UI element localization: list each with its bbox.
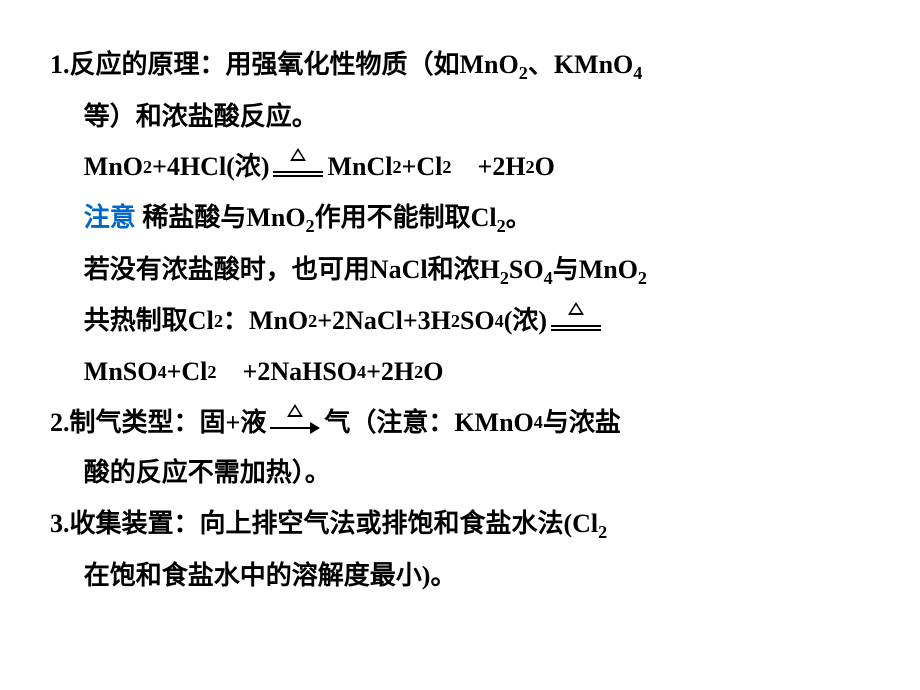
text: 与浓盐 xyxy=(543,398,621,449)
text: MnCl xyxy=(327,142,392,193)
text: 、KMnO xyxy=(528,50,633,79)
text: SO xyxy=(509,255,544,284)
text: O xyxy=(423,347,443,398)
text: +4HCl(浓) xyxy=(152,142,269,193)
heat-arrow-icon xyxy=(270,408,320,439)
text: MnO xyxy=(84,142,143,193)
text: +2H xyxy=(478,142,526,193)
note-line: 注意 稀盐酸与MnO2作用不能制取Cl2。 xyxy=(50,193,870,245)
text: 作用不能制取Cl xyxy=(315,203,497,232)
text: 酸的反应不需加热）。 xyxy=(84,458,331,487)
text: (浓) xyxy=(504,296,547,347)
alt-line-2: 共热制取Cl2：MnO2+2NaCl+3H2SO4(浓) xyxy=(50,296,605,347)
text: MnSO xyxy=(84,347,158,398)
product-line: MnSO4+Cl2+2NaHSO4+2H2O xyxy=(50,347,443,398)
item-1-title-line-2: 等）和浓盐酸反应。 xyxy=(50,92,870,143)
item-3-line-2: 在饱和食盐水中的溶解度最小)。 xyxy=(50,551,870,602)
text: 3.收集装置：向上排空气法或排饱和食盐水法(Cl xyxy=(50,509,598,538)
item-1-title-line-1: 1.反应的原理：用强氧化性物质（如MnO2、KMnO4 xyxy=(50,40,870,92)
note-label: 注意 xyxy=(84,203,136,232)
heat-equals-icon xyxy=(551,306,601,337)
text: +Cl xyxy=(167,347,208,398)
text: 与MnO xyxy=(553,255,638,284)
item-3: 3.收集装置：向上排空气法或排饱和食盐水法(Cl2 在饱和食盐水中的溶解度最小)… xyxy=(50,499,870,601)
item-2-line-2: 酸的反应不需加热）。 xyxy=(50,448,870,499)
text: ：MnO xyxy=(223,296,308,347)
item-2-line-1: 2.制气类型：固+液 气（注意：KMnO4与浓盐 xyxy=(50,398,621,449)
text: +Cl xyxy=(402,142,443,193)
text: 等）和浓盐酸反应。 xyxy=(84,102,318,131)
text: 1.反应的原理：用强氧化性物质（如MnO xyxy=(50,50,519,79)
heat-equals-icon xyxy=(273,152,323,183)
text: +2NaCl+3H xyxy=(317,296,451,347)
text: 若没有浓盐酸时，也可用NaCl和浓H xyxy=(84,255,500,284)
item-2: 2.制气类型：固+液 气（注意：KMnO4与浓盐 酸的反应不需加热）。 xyxy=(50,398,870,499)
equation-1: MnO2+4HCl(浓) MnCl2+Cl2+2H2O xyxy=(50,142,555,193)
item-3-line-1: 3.收集装置：向上排空气法或排饱和食盐水法(Cl2 xyxy=(50,499,870,551)
text: +2NaHSO xyxy=(243,347,358,398)
text: 。 xyxy=(506,203,532,232)
alt-line-1: 若没有浓盐酸时，也可用NaCl和浓H2SO4与MnO2 xyxy=(50,245,870,297)
text: 在饱和食盐水中的溶解度最小)。 xyxy=(84,561,457,590)
text: 共热制取Cl xyxy=(84,296,214,347)
item-1: 1.反应的原理：用强氧化性物质（如MnO2、KMnO4 等）和浓盐酸反应。 Mn… xyxy=(50,40,870,398)
text: 2.制气类型：固+液 xyxy=(50,398,266,449)
text: SO xyxy=(460,296,495,347)
text: 稀盐酸与MnO xyxy=(136,203,306,232)
text: 气（注意：KMnO xyxy=(324,398,533,449)
document-content: 1.反应的原理：用强氧化性物质（如MnO2、KMnO4 等）和浓盐酸反应。 Mn… xyxy=(50,40,870,602)
text: O xyxy=(535,142,555,193)
text: +2H xyxy=(366,347,414,398)
